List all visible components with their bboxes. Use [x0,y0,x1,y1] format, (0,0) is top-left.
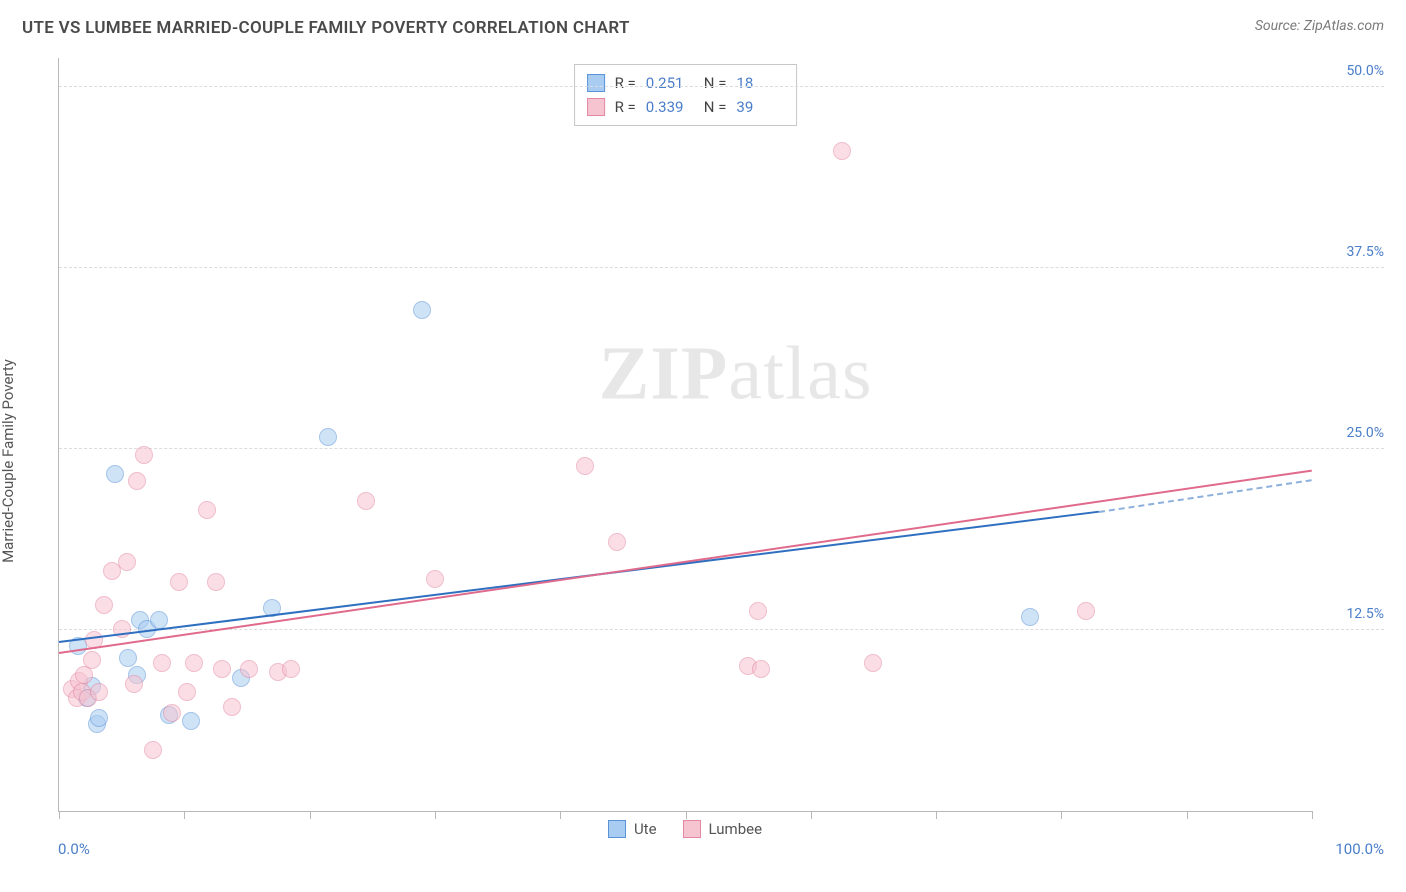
legend-row-lumbee: R = 0.339 N = 39 [587,95,785,119]
swatch-ute-icon [608,820,626,838]
xtick [310,811,311,819]
ytick-label: 37.5% [1320,244,1384,260]
n-value-lumbee: 39 [736,95,784,119]
scatter-point [90,709,108,727]
watermark-light: atlas [728,332,872,416]
swatch-lumbee [587,98,605,116]
gridline [59,86,1384,87]
xtick [435,811,436,819]
xtick [184,811,185,819]
scatter-point [608,533,626,551]
x-max-label: 100.0% [1335,840,1384,858]
n-value-ute: 18 [736,71,784,95]
xtick [811,811,812,819]
ytick-label: 25.0% [1320,425,1384,441]
gridline [59,629,1384,630]
scatter-point [319,428,337,446]
scatter-point [1077,602,1095,620]
scatter-point [163,704,181,722]
legend-item-ute: Ute [608,820,657,838]
xtick [1187,811,1188,819]
page-title: UTE VS LUMBEE MARRIED-COUPLE FAMILY POVE… [22,18,630,38]
scatter-point [170,573,188,591]
y-axis-label: Married-Couple Family Poverty [0,359,17,563]
scatter-point [282,660,300,678]
n-label: N = [704,95,727,119]
scatter-point [413,301,431,319]
scatter-point [240,660,258,678]
scatter-point [182,712,200,730]
swatch-ute [587,74,605,92]
xtick [59,811,60,819]
scatter-point [119,649,137,667]
scatter-point [223,698,241,716]
trendline [59,470,1312,655]
scatter-point [118,553,136,571]
scatter-point [106,465,124,483]
scatter-point [144,741,162,759]
source-label: Source: [1255,18,1300,34]
watermark-bold: ZIP [599,332,729,416]
series-legend: Ute Lumbee [58,820,1312,838]
xtick [560,811,561,819]
scatter-point [83,651,101,669]
r-label: R = [615,95,636,119]
xtick [686,811,687,819]
gridline [59,267,1384,268]
xtick [936,811,937,819]
scatter-point [95,596,113,614]
r-value-lumbee: 0.339 [646,95,694,119]
scatter-point [426,570,444,588]
scatter-point [752,660,770,678]
scatter-point [357,492,375,510]
swatch-lumbee-icon [683,820,701,838]
source-credit: Source: ZipAtlas.com [1255,18,1384,34]
scatter-point [198,501,216,519]
gridline [59,448,1384,449]
r-label: R = [615,71,636,95]
scatter-point [128,472,146,490]
legend-item-lumbee: Lumbee [683,820,763,838]
source-name: ZipAtlas.com [1304,18,1384,34]
scatter-point [833,142,851,160]
legend-label-ute: Ute [634,820,657,838]
legend-label-lumbee: Lumbee [709,820,763,838]
scatter-point [185,654,203,672]
scatter-point [213,660,231,678]
x-min-label: 0.0% [58,840,90,858]
scatter-point [178,683,196,701]
ytick-label: 12.5% [1320,606,1384,622]
scatter-point [125,675,143,693]
r-value-ute: 0.251 [646,71,694,95]
legend-row-ute: R = 0.251 N = 18 [587,71,785,95]
xtick [1061,811,1062,819]
scatter-point [576,457,594,475]
scatter-point [135,446,153,464]
x-axis-labels: 0.0% 100.0% [58,840,1312,860]
scatter-point [1021,608,1039,626]
ytick-label: 50.0% [1320,63,1384,79]
xtick [1312,811,1313,819]
chart-container: Married-Couple Family Poverty ZIPatlas R… [22,50,1384,872]
correlation-legend: R = 0.251 N = 18 R = 0.339 N = 39 [574,64,798,126]
watermark: ZIPatlas [599,331,873,418]
n-label: N = [704,71,727,95]
scatter-point [153,654,171,672]
scatter-point [864,654,882,672]
scatter-point [150,611,168,629]
scatter-point [749,602,767,620]
scatter-point [207,573,225,591]
scatter-point [90,683,108,701]
plot-area: ZIPatlas R = 0.251 N = 18 R = 0.339 N = … [58,58,1312,812]
